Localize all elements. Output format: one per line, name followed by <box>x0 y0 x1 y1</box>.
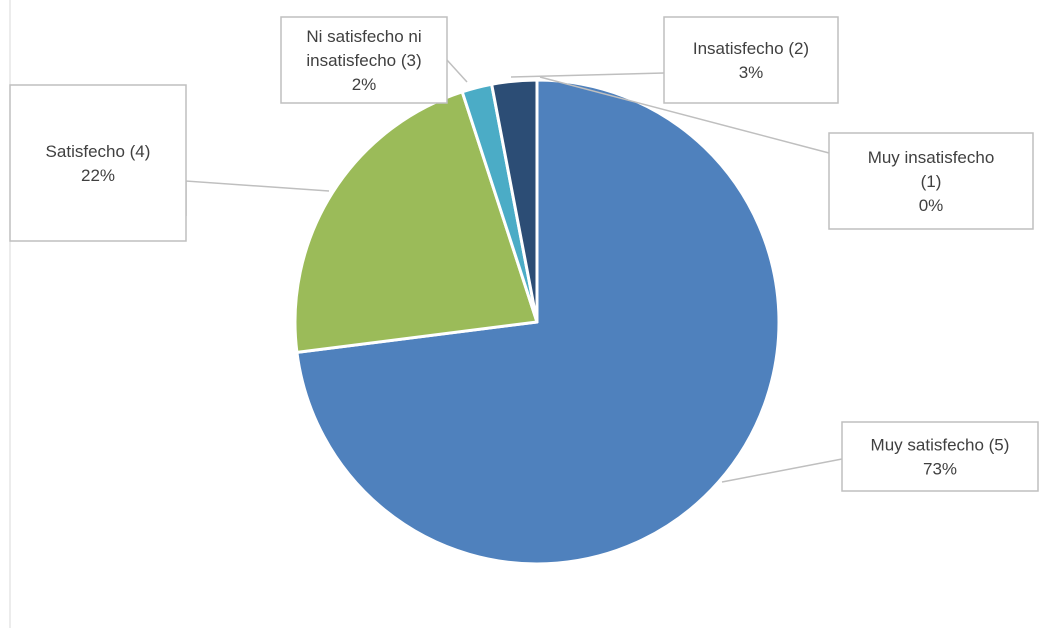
leader-line-satisfecho <box>185 180 330 216</box>
data-labels: Muy satisfecho (5) 73% Satisfecho (4) 22% Ni… <box>9 16 1039 492</box>
data-label-insatisfecho-category-1: Insatisfecho (2) <box>693 39 809 58</box>
leader-line-insatisfecho <box>510 72 665 78</box>
leader-line-muy-satisfecho <box>721 458 843 483</box>
data-label-muy-satisfecho-category-1: Muy satisfecho (5) <box>871 436 1010 455</box>
data-label-muy-satisfecho-value: 73% <box>923 460 957 479</box>
data-label-ni-satisfecho-ni-insatisfecho-box <box>280 16 448 104</box>
data-label-satisfecho-value: 22% <box>81 166 115 185</box>
pie-slice-satisfecho <box>293 90 539 354</box>
data-label-ni-satisfecho-ni-insatisfecho-category-1: Ni satisfecho ni <box>306 27 421 46</box>
data-label-muy-insatisfecho-value: 0% <box>919 196 944 215</box>
data-label-insatisfecho-value: 3% <box>739 63 764 82</box>
data-label-muy-insatisfecho-category-2: (1) <box>921 172 942 191</box>
data-label-ni-satisfecho-ni-insatisfecho-value: 2% <box>352 75 377 94</box>
data-label-satisfecho-category-1: Satisfecho (4) <box>46 142 151 161</box>
leader-line-ni-satisfecho-ni-insatisfecho <box>446 59 468 83</box>
data-label-insatisfecho-box <box>663 16 839 104</box>
leader-lines <box>185 59 843 483</box>
data-label-ni-satisfecho-ni-insatisfecho-category-2: insatisfecho (3) <box>306 51 421 70</box>
pie-slice-insatisfecho <box>490 78 539 324</box>
data-label-muy-insatisfecho-box <box>828 132 1034 230</box>
data-label-satisfecho-box <box>9 84 187 242</box>
pie-slices <box>293 78 781 566</box>
data-label-muy-satisfecho-box <box>841 421 1039 492</box>
data-label-muy-insatisfecho-category-1: Muy insatisfecho <box>868 148 995 167</box>
leader-line-muy-insatisfecho <box>539 76 830 154</box>
